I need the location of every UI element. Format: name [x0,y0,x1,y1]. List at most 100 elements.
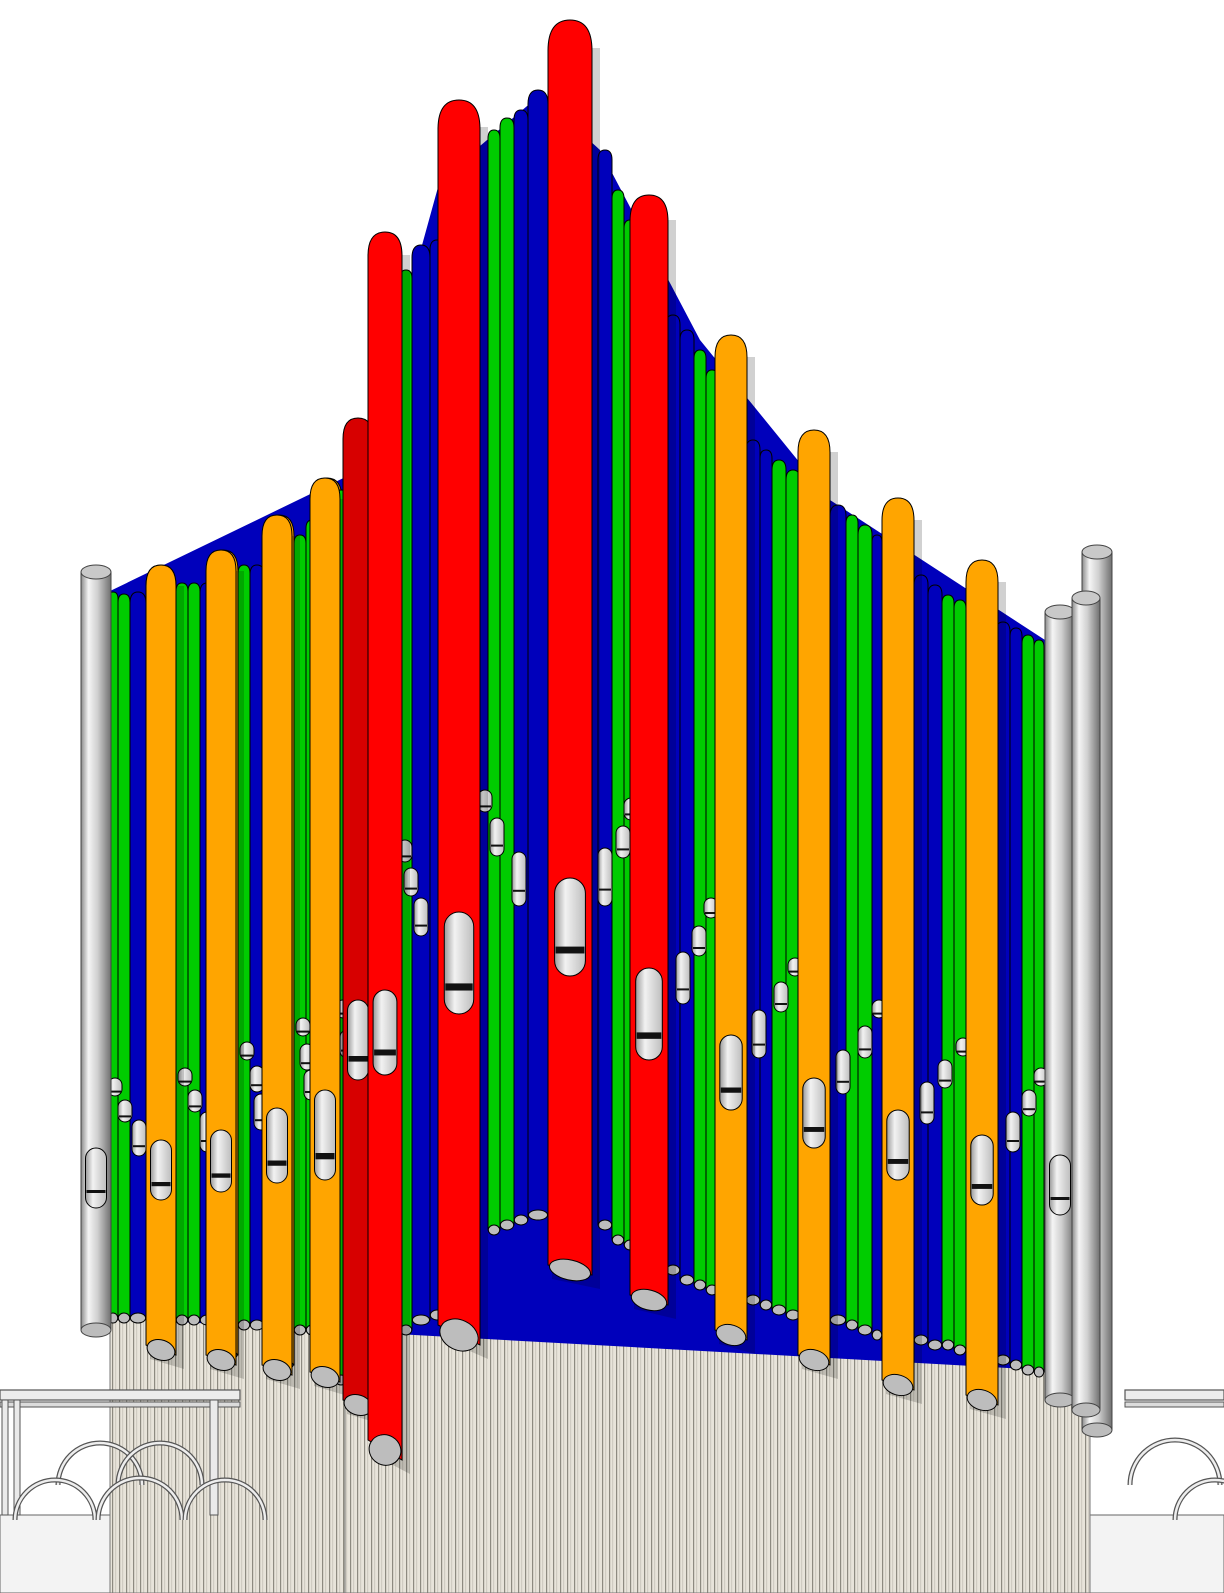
pipe-mouth [919,1081,935,1125]
pipe-mouth [691,925,707,957]
pipe-mouth-lip [1035,1080,1047,1083]
orange-pipe [714,334,755,1354]
pipe-foot-opening [798,1348,830,1372]
pipe-body [927,584,943,1346]
pipe-body [1021,634,1035,1371]
pipe-body [829,504,847,1321]
pipe-body [527,89,549,1216]
pipe-mouth [372,989,398,1076]
orange-pipe [797,429,838,1379]
small-pipe-mouth [773,981,789,1013]
rail-arch-highlight [13,1478,97,1521]
small-pipe-mouth [691,925,707,957]
small-pipe-mouth [403,867,419,897]
pipe-mouth-lip [513,889,525,892]
pipe-mouth-lip [348,1056,368,1062]
rail-arch-highlight [1173,1478,1224,1521]
green-pipe [857,524,873,1336]
pipe-mouth-lip [491,844,503,847]
rail-arch [12,1477,98,1521]
pipe-mouth [773,981,789,1013]
pipe-foot-opening [693,1279,707,1291]
pipe-mouth-lip [445,983,473,991]
pipe-mouth [554,877,586,977]
pipe-mouth-lip [119,1115,131,1118]
pipe-mouth-lip [971,1184,993,1189]
pipe-foot-opening [630,1288,668,1312]
orange-pipe [145,564,184,1369]
pipe-foot-opening [857,1324,873,1336]
pipe-mouth [1049,1154,1071,1216]
green-pipe [953,599,967,1356]
small-pipe-mouth [413,897,429,937]
pipe-mouth-lip [109,1090,121,1093]
pipe-body [261,514,293,1376]
pipe-mouth-lip [374,1049,396,1056]
pipe-mouth-lip [151,1182,171,1187]
pipe-mouth-lip [599,888,611,891]
pipe-body [145,564,177,1356]
green-pipe [941,594,955,1351]
pipe-mouth [210,1129,232,1193]
pipe-foot-opening [966,1388,998,1412]
pipe-mouth [489,817,505,857]
pipe-foot-opening [927,1339,943,1351]
pipe-body [913,574,929,1341]
pipe-mouth-lip [297,1030,309,1033]
pipe-mouth-lip [957,1050,969,1053]
pipe-mouth-lip [803,1127,825,1132]
pipe-body [679,329,695,1281]
pipe-foot-opening [953,1344,967,1356]
pipe-mouth-lip [837,1080,849,1083]
front-pipes-layer [80,19,1113,1474]
blue-pipe [411,244,431,1326]
blue-pipe [597,149,613,1231]
pipe-body [881,497,915,1391]
silver-pipe-top [1081,544,1113,560]
green-pipe [771,459,787,1316]
rail-arch-highlight [116,1441,204,1486]
pipe-mouth-lip [405,887,417,890]
silver-pipe-foot [1071,1402,1101,1418]
pipe-foot-opening [1021,1364,1035,1376]
pipe-mouth-lip [753,1043,765,1046]
pipe-mouth-lip [720,1087,742,1093]
pipe-foot-opening [611,1234,625,1246]
blue-pipe [679,329,695,1286]
small-pipe-mouth [615,825,631,859]
rail-top-bar [1124,1389,1224,1401]
silver-pipe-top [1044,604,1076,620]
rail-arch-highlight [96,1476,184,1521]
pipe-body [871,534,883,1336]
pipe-mouth [117,1099,133,1123]
blue-pipe [527,89,549,1221]
rail-arch-highlight [1128,1438,1222,1486]
pipe-mouth [85,1147,107,1209]
pipe-body [487,129,501,1231]
pipe-mouth [675,951,691,1005]
pipe-mouth [1005,1111,1021,1153]
pipe-mouth-lip [789,970,801,973]
small-pipe-mouth [751,1009,767,1059]
pipe-mouth-lip [211,1173,231,1178]
pipe-mouth-lip [693,947,705,949]
pipe-mouth-lip [705,912,717,914]
pipe-mouth [187,1089,203,1113]
pipe-mouth-lip [301,1062,313,1065]
rail-arch-highlight [56,1441,144,1486]
blue-pipe [513,109,529,1226]
pipe-body [437,99,481,1346]
green-pipe [845,514,859,1331]
silver-pipe-foot [1044,1392,1076,1408]
pipe-mouth-lip [636,1032,662,1039]
pipe-mouth-lip [179,1080,191,1083]
pipe-body [597,149,613,1226]
pipe-foot-opening [882,1373,914,1397]
orange-pipe [881,497,922,1404]
pipe-mouth [751,1009,767,1059]
orange-pipe [205,549,244,1379]
pipe-mouth-lip [479,805,491,808]
pipe-body [1033,639,1045,1373]
rail-arch [1127,1437,1223,1486]
pipe-foot-opening [499,1219,515,1231]
